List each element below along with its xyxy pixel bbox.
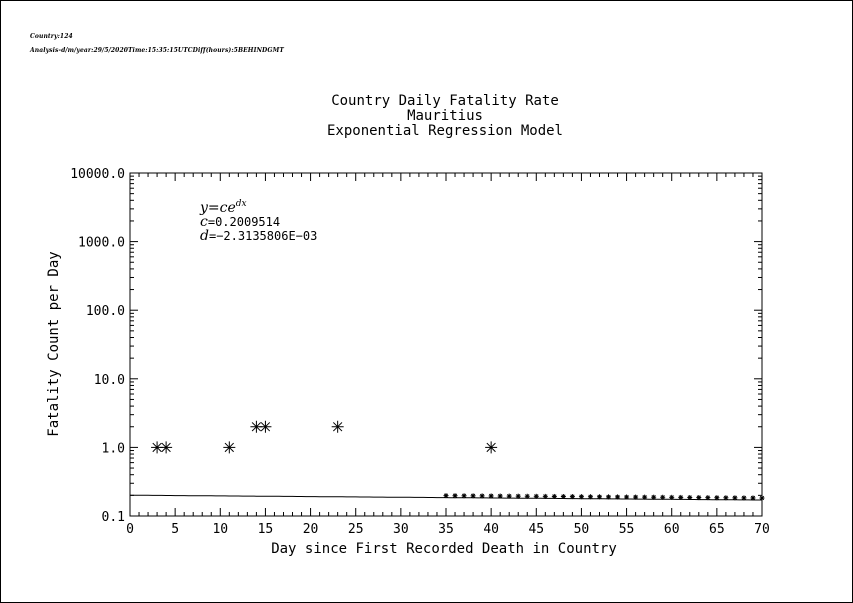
- svg-text:d=−2.3135806E−03: d=−2.3135806E−03: [200, 228, 317, 244]
- header-analysis: Analysis-d/m/year:29/5/2020Time:15:35:15…: [30, 47, 284, 54]
- equation-exponent: dx: [236, 199, 247, 209]
- x-tick-label: 15: [258, 522, 274, 537]
- model-marker: [443, 493, 449, 499]
- x-tick-label: 50: [574, 522, 590, 537]
- model-marker: [678, 494, 684, 500]
- svg-text:c=0.2009514: c=0.2009514: [200, 214, 280, 230]
- model-annotation: y=cedx c=0.2009514 d=−2.3135806E−03: [199, 199, 317, 244]
- x-tick-label: 70: [754, 522, 770, 537]
- model-marker: [606, 494, 612, 500]
- x-tick-label: 25: [348, 522, 364, 537]
- d-label: d: [200, 228, 209, 244]
- x-tick-label: 30: [393, 522, 409, 537]
- x-tick-label: 0: [126, 522, 134, 537]
- model-marker: [452, 493, 458, 499]
- x-tick-label: 40: [483, 522, 499, 537]
- model-marker: [687, 494, 693, 500]
- y-tick-label: 10.0: [94, 373, 125, 388]
- data-point: [485, 441, 498, 454]
- model-marker: [705, 495, 711, 501]
- model-marker: [633, 494, 639, 500]
- y-tick-label: 1.0: [102, 441, 125, 456]
- model-marker: [596, 494, 602, 500]
- model-marker: [624, 494, 630, 500]
- x-tick-label: 10: [212, 522, 228, 537]
- x-tick-label: 60: [664, 522, 680, 537]
- data-point: [223, 441, 236, 454]
- model-marker: [587, 494, 593, 500]
- model-marker: [714, 495, 720, 501]
- x-tick-label: 55: [619, 522, 635, 537]
- c-value: =0.2009514: [208, 215, 280, 229]
- model-marker: [470, 493, 476, 499]
- chart-subtitle-country: Mauritius: [407, 108, 483, 124]
- model-marker: [497, 493, 503, 499]
- model-marker: [560, 494, 566, 500]
- model-marker: [660, 494, 666, 500]
- model-marker: [488, 493, 494, 499]
- data-point: [259, 420, 272, 433]
- y-tick-label: 0.1: [102, 510, 125, 525]
- x-tick-label: 35: [438, 522, 454, 537]
- x-axis-title: Day since First Recorded Death in Countr…: [271, 541, 617, 557]
- header-country: Country:124: [30, 33, 73, 40]
- model-marker: [741, 495, 747, 501]
- model-marker: [542, 493, 548, 499]
- model-marker: [479, 493, 485, 499]
- model-marker: [732, 495, 738, 501]
- equation-text: y=ce: [199, 200, 236, 216]
- svg-text:y=cedx: y=cedx: [199, 199, 247, 216]
- data-point: [160, 441, 173, 454]
- d-value: =−2.3135806E−03: [209, 229, 317, 243]
- y-tick-label: 100.0: [86, 304, 125, 319]
- model-marker: [461, 493, 467, 499]
- y-axis-title: Fatality Count per Day: [46, 251, 62, 436]
- model-marker: [750, 495, 756, 501]
- data-point: [250, 420, 263, 433]
- model-marker: [651, 494, 657, 500]
- model-marker: [515, 493, 521, 499]
- y-tick-label: 10000.0: [70, 167, 125, 182]
- x-tick-label: 45: [528, 522, 544, 537]
- model-marker: [524, 493, 530, 499]
- model-marker: [615, 494, 621, 500]
- model-marker: [696, 495, 702, 501]
- x-tick-label: 20: [303, 522, 319, 537]
- chart-subtitle-model: Exponential Regression Model: [326, 123, 563, 139]
- model-marker: [578, 494, 584, 500]
- y-tick-label: 1000.0: [78, 236, 125, 251]
- model-marker: [669, 494, 675, 500]
- chart-title: Country Daily Fatality Rate: [331, 93, 559, 109]
- x-tick-label: 65: [709, 522, 725, 537]
- model-marker: [533, 493, 539, 499]
- model-marker: [642, 494, 648, 500]
- model-marker: [569, 494, 575, 500]
- model-marker: [551, 493, 557, 499]
- model-marker: [506, 493, 512, 499]
- model-marker: [723, 495, 729, 501]
- data-point: [331, 420, 344, 433]
- model-marker: [759, 495, 765, 501]
- x-tick-label: 5: [171, 522, 179, 537]
- c-label: c: [200, 214, 208, 230]
